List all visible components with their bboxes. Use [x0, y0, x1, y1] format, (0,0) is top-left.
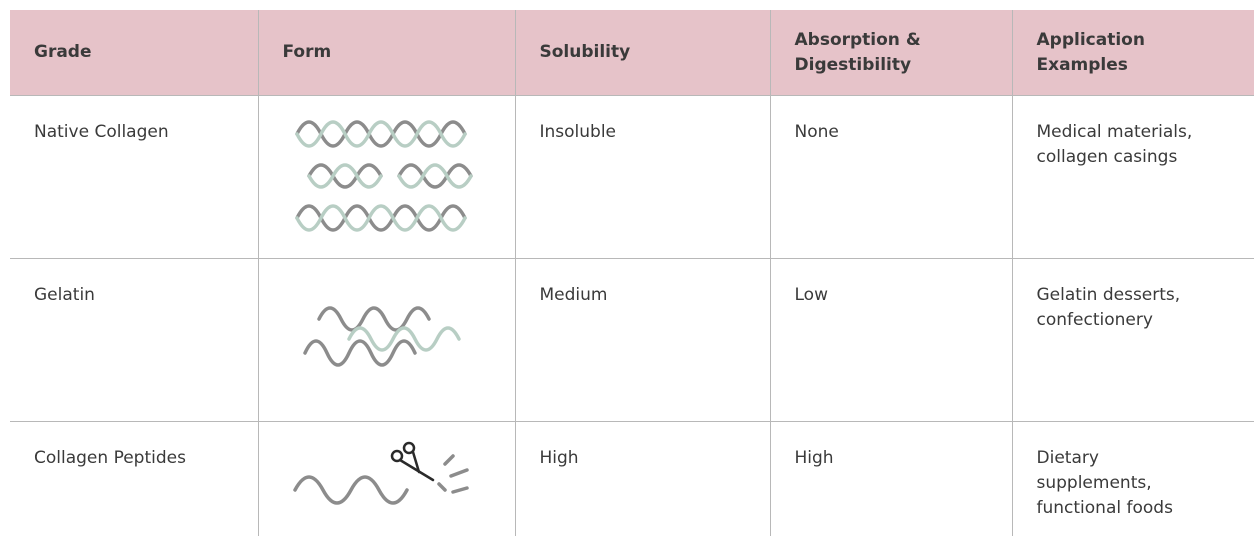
comparison-table: Grade Form Solubility Absorption & Diges… — [10, 10, 1254, 536]
cell: Native Collagen — [10, 96, 258, 259]
cell-text: Medical materials, collagen casings — [1037, 120, 1207, 170]
row: Collagen Peptides High High Dietary supp… — [10, 422, 1254, 536]
header-cell: Solubility — [515, 10, 770, 96]
cell-text: None — [795, 122, 839, 142]
cell: Insoluble — [515, 96, 770, 259]
cell: None — [770, 96, 1012, 259]
cell: Dietary supplements, functional foods — [1012, 422, 1254, 536]
form-cell — [258, 96, 515, 259]
cell: Collagen Peptides — [10, 422, 258, 536]
header-text: Application Examples — [1037, 28, 1157, 78]
cell: Medium — [515, 259, 770, 422]
header-text: Absorption & Digestibility — [795, 28, 935, 78]
header-cell: Form — [258, 10, 515, 96]
gelatin-icon — [269, 267, 505, 407]
cell-text: Insoluble — [540, 122, 617, 142]
row: Gelatin Medium Low Gelatin desserts, con… — [10, 259, 1254, 422]
cell: High — [770, 422, 1012, 536]
cell-text: Collagen Peptides — [34, 448, 186, 468]
cell-text: Gelatin desserts, confectionery — [1037, 283, 1207, 333]
header-row: Grade Form Solubility Absorption & Diges… — [10, 10, 1254, 96]
cell: High — [515, 422, 770, 536]
cell-text: High — [540, 448, 579, 468]
cell-text: Gelatin — [34, 285, 95, 305]
native-collagen-icon — [269, 104, 505, 244]
cell-text: High — [795, 448, 834, 468]
row: Native Collagen Insoluble None Medical m… — [10, 96, 1254, 259]
header-cell: Grade — [10, 10, 258, 96]
cell: Gelatin desserts, confectionery — [1012, 259, 1254, 422]
cell: Medical materials, collagen casings — [1012, 96, 1254, 259]
collagen-peptides-icon — [269, 430, 505, 520]
cell-text: Dietary supplements, functional foods — [1037, 446, 1187, 521]
form-cell — [258, 422, 515, 536]
header-text: Form — [283, 42, 332, 62]
header-text: Solubility — [540, 42, 631, 62]
header-text: Grade — [34, 42, 92, 62]
cell-text: Medium — [540, 285, 608, 305]
cell: Gelatin — [10, 259, 258, 422]
header-cell: Absorption & Digestibility — [770, 10, 1012, 96]
form-cell — [258, 259, 515, 422]
cell-text: Low — [795, 285, 828, 305]
cell: Low — [770, 259, 1012, 422]
header-cell: Application Examples — [1012, 10, 1254, 96]
cell-text: Native Collagen — [34, 122, 169, 142]
